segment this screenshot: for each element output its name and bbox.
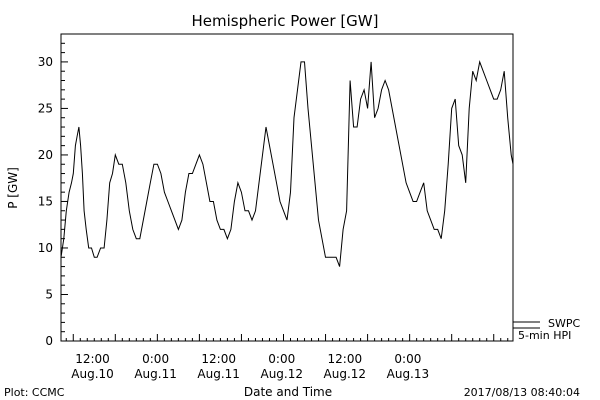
y-tick-label: 30 bbox=[38, 55, 53, 69]
x-tick-label-date: Aug.10 bbox=[71, 367, 114, 381]
x-axis-label: Date and Time bbox=[244, 385, 332, 399]
x-tick-label-date: Aug.13 bbox=[387, 367, 430, 381]
x-tick-label-date: Aug.11 bbox=[197, 367, 240, 381]
chart-title: Hemispheric Power [GW] bbox=[192, 12, 379, 30]
x-tick-label-time: 0:00 bbox=[268, 352, 295, 366]
legend-label-hpi: 5-min HPI bbox=[518, 329, 571, 342]
series-line-hpi bbox=[60, 60, 514, 267]
y-axis-label: P [GW] bbox=[6, 167, 20, 209]
y-tick-label: 25 bbox=[38, 101, 53, 115]
y-tick-label: 10 bbox=[38, 241, 53, 255]
x-tick-label-time: 0:00 bbox=[142, 352, 169, 366]
x-tick-label-date: Aug.11 bbox=[134, 367, 177, 381]
x-tick-label-date: Aug.12 bbox=[260, 367, 303, 381]
y-axis: 0 5 10 15 20 25 30 bbox=[38, 33, 68, 348]
footer-plot-credit: Plot: CCMC bbox=[4, 386, 65, 399]
y-tick-label: 5 bbox=[45, 287, 53, 301]
x-tick-label-time: 0:00 bbox=[394, 352, 421, 366]
y-tick-label: 20 bbox=[38, 148, 53, 162]
x-tick-label-time: 12:00 bbox=[75, 352, 110, 366]
plot-frame bbox=[60, 33, 514, 342]
legend-label-swpc: SWPC bbox=[548, 317, 580, 330]
legend: SWPC 5-min HPI bbox=[513, 317, 580, 342]
x-tick-label-time: 12:00 bbox=[201, 352, 236, 366]
y-tick-label: 15 bbox=[38, 194, 53, 208]
footer-timestamp: 2017/08/13 08:40:04 bbox=[464, 386, 580, 399]
x-tick-label-date: Aug.12 bbox=[324, 367, 367, 381]
x-axis: 12:00Aug.100:00Aug.1112:00Aug.110:00Aug.… bbox=[65, 334, 509, 381]
y-tick-label: 0 bbox=[45, 334, 53, 348]
x-tick-label-time: 12:00 bbox=[328, 352, 363, 366]
